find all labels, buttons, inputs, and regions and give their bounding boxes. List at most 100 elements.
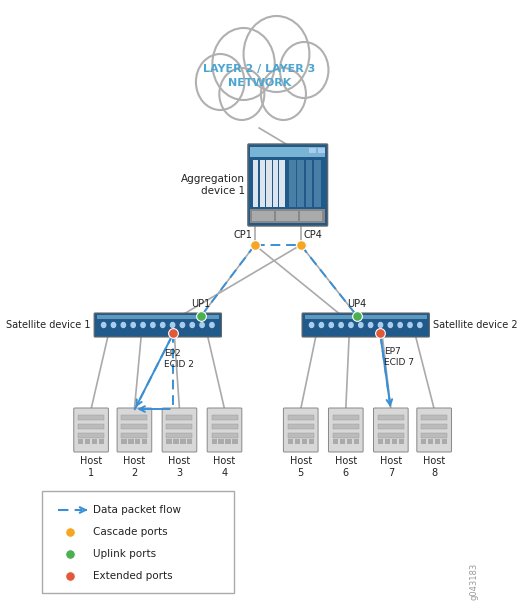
- Bar: [354, 439, 359, 444]
- Bar: [135, 439, 141, 444]
- Text: EP7
ECID 7: EP7 ECID 7: [384, 347, 414, 367]
- FancyBboxPatch shape: [417, 408, 451, 452]
- Bar: [85, 439, 90, 444]
- Text: Satellite device 1: Satellite device 1: [6, 320, 90, 330]
- Circle shape: [339, 322, 343, 327]
- Bar: [333, 433, 359, 438]
- FancyBboxPatch shape: [117, 408, 152, 452]
- FancyBboxPatch shape: [74, 408, 108, 452]
- Text: Host
3: Host 3: [168, 456, 190, 478]
- Text: CP1: CP1: [233, 230, 252, 240]
- Bar: [142, 439, 147, 444]
- Text: UP4: UP4: [347, 299, 367, 309]
- Bar: [128, 439, 133, 444]
- Bar: [333, 439, 338, 444]
- Circle shape: [121, 322, 126, 327]
- Bar: [121, 415, 147, 420]
- Bar: [442, 439, 447, 444]
- Circle shape: [378, 322, 383, 327]
- Bar: [121, 433, 147, 438]
- FancyBboxPatch shape: [328, 408, 363, 452]
- FancyBboxPatch shape: [42, 491, 234, 593]
- FancyBboxPatch shape: [373, 408, 408, 452]
- Bar: [305, 160, 312, 207]
- Circle shape: [151, 322, 155, 327]
- Bar: [378, 424, 404, 429]
- FancyBboxPatch shape: [283, 408, 318, 452]
- Bar: [304, 315, 427, 319]
- Text: UP1: UP1: [191, 299, 211, 309]
- Circle shape: [131, 322, 135, 327]
- Bar: [225, 439, 231, 444]
- Text: Aggregation
device 1: Aggregation device 1: [181, 174, 245, 196]
- Bar: [385, 439, 390, 444]
- Bar: [78, 424, 104, 429]
- Bar: [187, 439, 192, 444]
- Circle shape: [190, 322, 195, 327]
- Text: LAYER 2 / LAYER 3
NETWORK: LAYER 2 / LAYER 3 NETWORK: [203, 64, 315, 88]
- Bar: [259, 160, 265, 207]
- Circle shape: [329, 322, 334, 327]
- Circle shape: [369, 322, 373, 327]
- FancyBboxPatch shape: [207, 408, 242, 452]
- Text: Host
6: Host 6: [335, 456, 357, 478]
- FancyBboxPatch shape: [248, 144, 327, 226]
- Circle shape: [310, 322, 314, 327]
- Bar: [92, 439, 97, 444]
- Bar: [333, 424, 359, 429]
- Bar: [428, 439, 433, 444]
- Bar: [219, 439, 224, 444]
- Bar: [78, 415, 104, 420]
- Bar: [211, 415, 237, 420]
- Circle shape: [418, 322, 422, 327]
- Circle shape: [388, 322, 392, 327]
- Circle shape: [200, 322, 204, 327]
- Bar: [180, 439, 186, 444]
- Circle shape: [219, 68, 264, 120]
- Circle shape: [101, 322, 106, 327]
- Bar: [421, 439, 426, 444]
- Circle shape: [170, 322, 175, 327]
- Bar: [392, 439, 397, 444]
- Bar: [302, 439, 307, 444]
- Bar: [166, 415, 192, 420]
- Bar: [288, 424, 314, 429]
- Text: Extended ports: Extended ports: [93, 571, 173, 581]
- Bar: [378, 439, 383, 444]
- Bar: [314, 160, 321, 207]
- Circle shape: [349, 322, 353, 327]
- Bar: [252, 211, 274, 221]
- Circle shape: [161, 322, 165, 327]
- Text: Host
7: Host 7: [380, 456, 402, 478]
- FancyBboxPatch shape: [302, 313, 429, 337]
- Bar: [211, 433, 237, 438]
- Bar: [251, 147, 325, 157]
- Bar: [333, 415, 359, 420]
- Bar: [211, 424, 237, 429]
- Bar: [121, 439, 127, 444]
- Bar: [174, 439, 178, 444]
- Bar: [166, 439, 172, 444]
- Bar: [435, 439, 440, 444]
- Bar: [276, 211, 298, 221]
- Text: Satellite device 2: Satellite device 2: [433, 320, 517, 330]
- Bar: [310, 148, 316, 153]
- Bar: [251, 209, 325, 223]
- Bar: [166, 433, 192, 438]
- Text: Host
4: Host 4: [213, 456, 236, 478]
- FancyBboxPatch shape: [94, 313, 221, 337]
- Circle shape: [141, 322, 145, 327]
- Bar: [288, 415, 314, 420]
- Bar: [289, 160, 296, 207]
- Bar: [347, 439, 352, 444]
- Bar: [421, 433, 447, 438]
- Bar: [99, 439, 104, 444]
- Circle shape: [111, 322, 116, 327]
- Text: CP4: CP4: [303, 230, 322, 240]
- Bar: [166, 424, 192, 429]
- Bar: [78, 433, 104, 438]
- Bar: [121, 424, 147, 429]
- Text: EP2
ECID 2: EP2 ECID 2: [164, 349, 194, 369]
- Circle shape: [280, 42, 328, 98]
- Bar: [340, 439, 345, 444]
